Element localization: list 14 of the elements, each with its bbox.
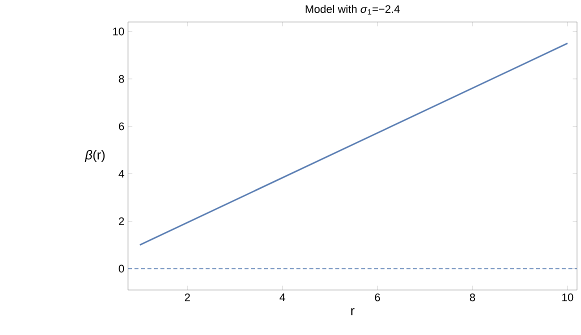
x-tick-label: 8 (470, 294, 476, 302)
y-tick-label: 8 (118, 75, 124, 83)
x-axis-title: r (351, 308, 354, 316)
y-axis-title: β(r) (84, 150, 105, 162)
x-tick-label: 6 (374, 294, 380, 302)
y-tick-label: 0 (118, 264, 124, 273)
y-tick-label: 2 (118, 217, 124, 226)
y-tick-label: 10 (113, 28, 124, 36)
x-tick-label: 2 (184, 294, 190, 302)
x-tick-label: 4 (280, 294, 286, 302)
y-tick-label: 6 (118, 122, 124, 130)
x-tick-label: 10 (562, 294, 574, 302)
chart-title: Model with σ$_{1}$=−2.4 (306, 4, 400, 14)
y-tick-label: 4 (118, 170, 124, 178)
